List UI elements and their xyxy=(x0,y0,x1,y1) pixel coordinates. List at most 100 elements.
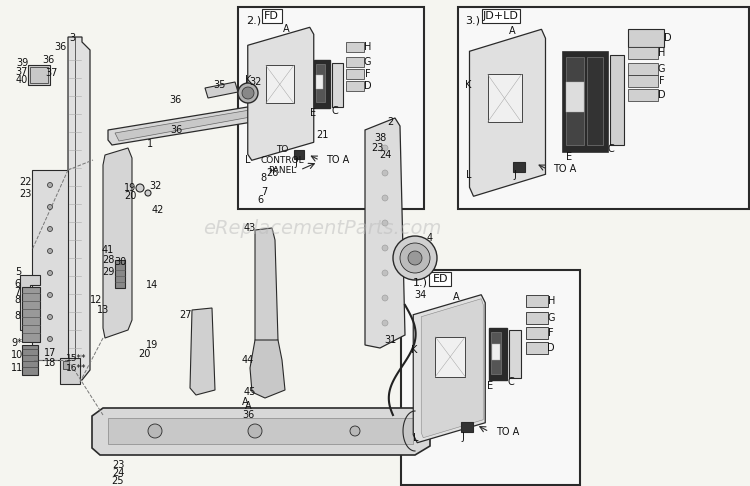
Text: E: E xyxy=(566,152,572,162)
Bar xyxy=(429,272,451,286)
Text: F: F xyxy=(365,69,370,79)
Bar xyxy=(526,295,548,307)
Polygon shape xyxy=(20,275,40,330)
Circle shape xyxy=(382,295,388,301)
Bar xyxy=(562,52,608,152)
Text: C: C xyxy=(508,377,515,387)
Text: TO A: TO A xyxy=(326,156,349,165)
Circle shape xyxy=(238,83,258,103)
Bar xyxy=(108,418,413,444)
Text: L: L xyxy=(413,433,418,443)
Text: D: D xyxy=(658,90,665,100)
Circle shape xyxy=(382,320,388,326)
Text: 8: 8 xyxy=(14,295,20,305)
Text: 3.): 3.) xyxy=(466,15,481,25)
Bar xyxy=(22,287,40,342)
Polygon shape xyxy=(190,308,215,395)
Circle shape xyxy=(382,170,388,176)
Text: C: C xyxy=(608,144,613,154)
Bar xyxy=(238,7,424,209)
Text: D: D xyxy=(364,81,371,91)
Text: 37: 37 xyxy=(16,67,28,77)
Bar xyxy=(586,57,602,145)
Text: J: J xyxy=(462,432,465,442)
Bar xyxy=(346,42,364,52)
Text: 1.): 1.) xyxy=(413,278,428,288)
Text: 28: 28 xyxy=(102,255,114,265)
Bar xyxy=(526,342,548,354)
Circle shape xyxy=(47,271,53,276)
Text: 5: 5 xyxy=(15,267,21,277)
Polygon shape xyxy=(103,148,132,338)
Text: H: H xyxy=(658,48,665,58)
Circle shape xyxy=(382,195,388,201)
Text: 35: 35 xyxy=(214,80,226,90)
Text: 30: 30 xyxy=(114,257,126,267)
Bar xyxy=(512,162,524,173)
Text: 45: 45 xyxy=(244,387,256,397)
Polygon shape xyxy=(413,295,485,443)
Text: 23: 23 xyxy=(112,460,125,470)
Circle shape xyxy=(47,183,53,188)
Polygon shape xyxy=(470,29,545,196)
Circle shape xyxy=(393,236,437,280)
Bar xyxy=(435,337,465,377)
Text: J: J xyxy=(513,170,516,180)
Text: 40: 40 xyxy=(16,75,28,85)
Text: 8: 8 xyxy=(14,311,20,321)
Text: 10: 10 xyxy=(10,350,23,360)
Text: H: H xyxy=(364,42,371,52)
Text: C: C xyxy=(332,106,338,116)
Polygon shape xyxy=(115,104,289,141)
Text: 17: 17 xyxy=(44,348,56,358)
Bar xyxy=(63,361,69,369)
Text: G: G xyxy=(364,57,371,67)
Bar xyxy=(526,312,548,324)
Polygon shape xyxy=(68,37,90,380)
Bar xyxy=(491,332,501,374)
Bar xyxy=(316,64,325,102)
Text: 16**: 16** xyxy=(66,364,86,372)
Bar xyxy=(458,7,748,209)
Polygon shape xyxy=(250,340,285,398)
Circle shape xyxy=(47,205,53,209)
Text: 36: 36 xyxy=(42,55,54,65)
Text: 20: 20 xyxy=(124,191,136,201)
Bar xyxy=(628,29,664,47)
Bar xyxy=(610,55,623,145)
Text: 20: 20 xyxy=(138,349,150,359)
Text: 12: 12 xyxy=(90,295,102,305)
Text: 21: 21 xyxy=(316,130,328,140)
Text: 13: 13 xyxy=(97,305,109,315)
Polygon shape xyxy=(92,408,430,455)
Text: 9*: 9* xyxy=(11,338,22,348)
Bar xyxy=(628,75,658,87)
Bar xyxy=(628,89,658,101)
Text: 19: 19 xyxy=(146,340,158,350)
Text: 15**: 15** xyxy=(66,353,86,363)
Text: 42: 42 xyxy=(152,205,164,215)
Circle shape xyxy=(47,248,53,254)
Bar xyxy=(22,345,38,375)
Bar xyxy=(314,60,330,108)
Text: A: A xyxy=(283,24,289,35)
Text: TO A: TO A xyxy=(496,427,520,437)
Circle shape xyxy=(248,424,262,438)
Text: TO A: TO A xyxy=(554,164,577,174)
Text: A: A xyxy=(453,292,460,302)
Text: JD+LD: JD+LD xyxy=(482,11,518,21)
Text: 27: 27 xyxy=(178,310,191,320)
Text: 2.): 2.) xyxy=(246,15,261,25)
Text: 39: 39 xyxy=(16,58,28,68)
Bar xyxy=(628,47,658,59)
Bar xyxy=(492,344,500,360)
Bar xyxy=(346,81,364,91)
Polygon shape xyxy=(248,27,314,160)
Circle shape xyxy=(47,314,53,319)
Text: 19: 19 xyxy=(124,183,136,193)
Text: 7: 7 xyxy=(261,187,267,197)
Text: 29: 29 xyxy=(102,267,114,277)
Bar xyxy=(488,74,521,122)
Text: E: E xyxy=(310,108,316,118)
Circle shape xyxy=(148,424,162,438)
